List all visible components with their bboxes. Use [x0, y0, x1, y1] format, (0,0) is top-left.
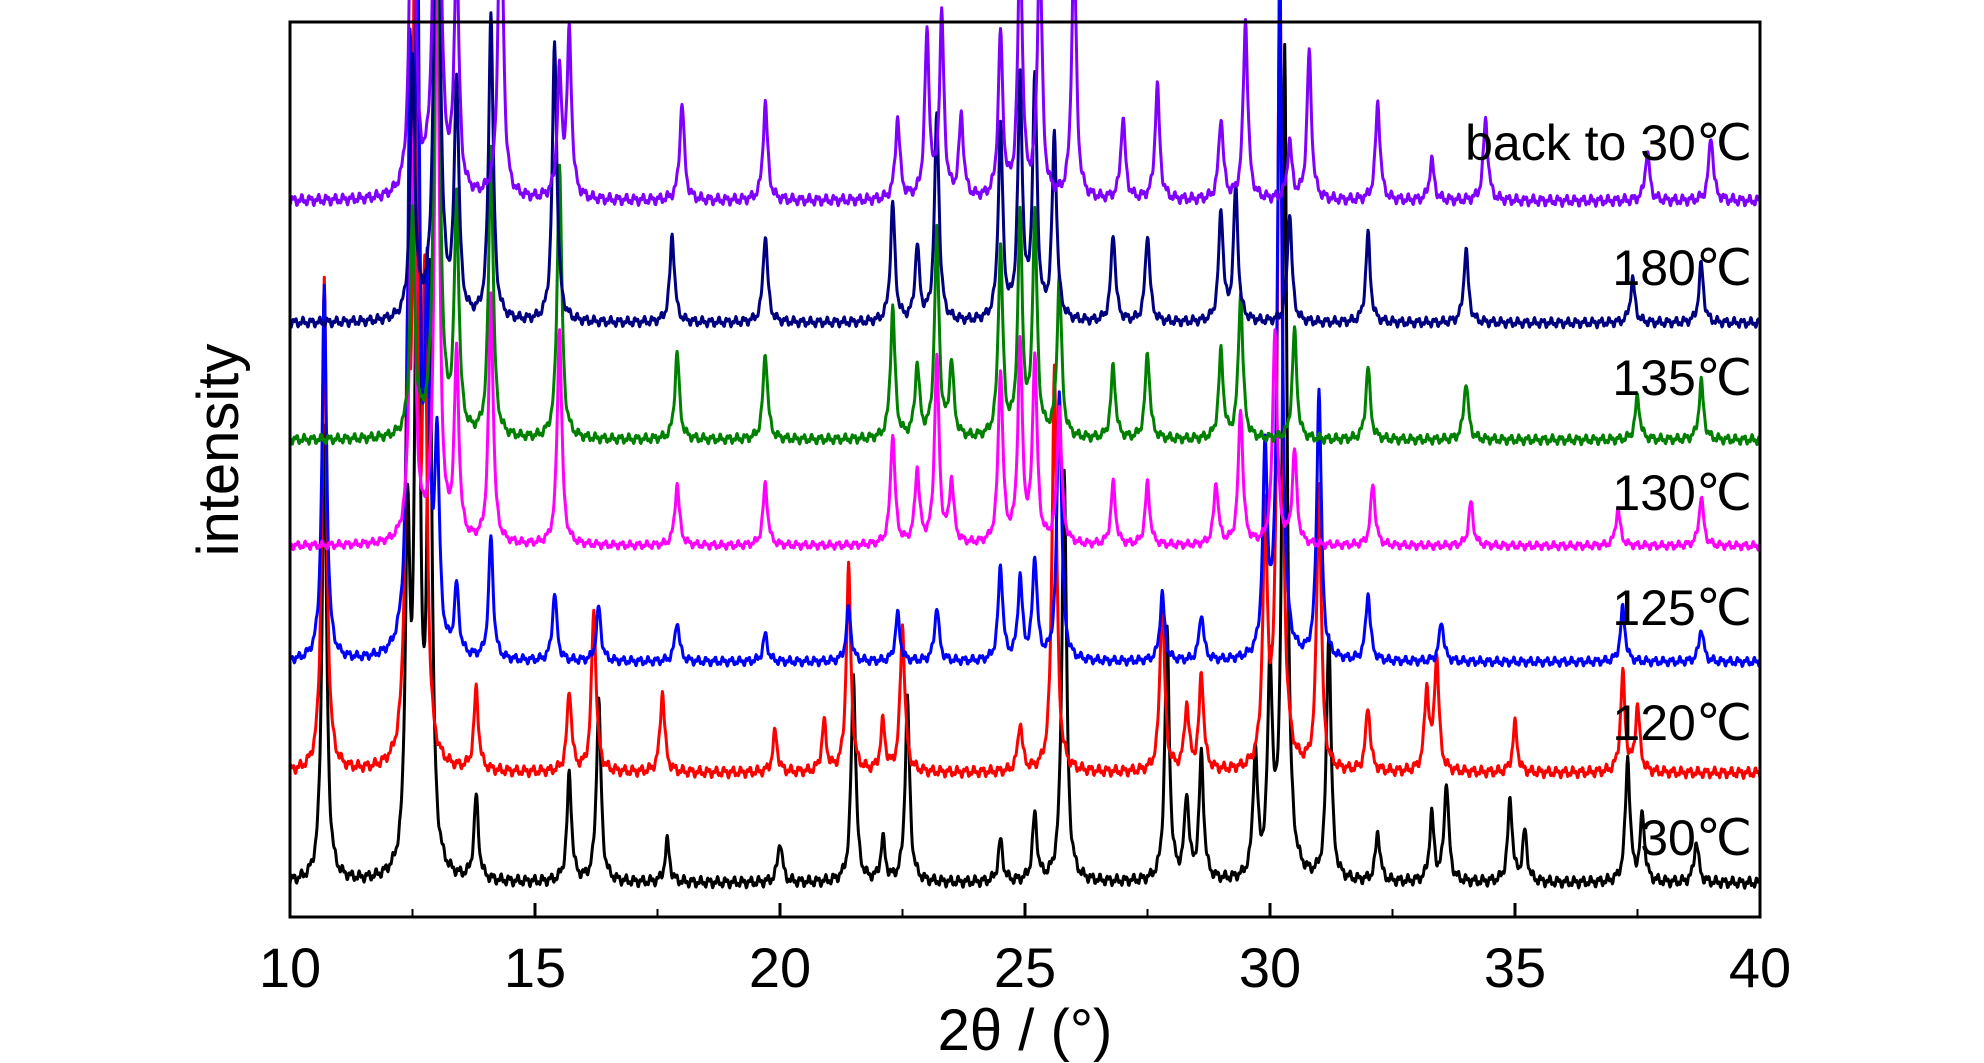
series-label-4: 135℃	[1612, 350, 1752, 406]
x-tick-label-10: 10	[259, 936, 321, 999]
x-tick-label-40: 40	[1729, 936, 1791, 999]
series-label-0: 30℃	[1640, 810, 1752, 866]
series-line-2	[288, 0, 1762, 668]
x-axis-ticks: 10 15 20 25 30 35 40	[259, 903, 1791, 999]
series-line-4	[289, 0, 1762, 447]
x-tick-label-15: 15	[504, 936, 566, 999]
series-label-2: 125℃	[1612, 580, 1752, 636]
x-tick-label-35: 35	[1484, 936, 1546, 999]
series-line-1	[288, 0, 1762, 780]
x-tick-label-30: 30	[1239, 936, 1301, 999]
series-label-3: 130℃	[1612, 465, 1752, 521]
series-line-0	[288, 0, 1762, 890]
x-axis-title: 2θ / (°)	[938, 998, 1113, 1063]
series-label-1: 120℃	[1612, 695, 1752, 751]
x-tick-label-20: 20	[749, 936, 811, 999]
series-labels: 30℃ 120℃ 125℃ 130℃ 135℃ 180℃ back to 30℃	[1465, 115, 1752, 866]
y-axis-title: intensity	[186, 344, 251, 557]
traces	[288, 0, 1762, 890]
series-label-6: back to 30℃	[1465, 115, 1752, 171]
x-tick-label-25: 25	[994, 936, 1056, 999]
series-line-6	[288, 0, 1761, 208]
series-line-3	[289, 0, 1762, 552]
series-label-5: 180℃	[1612, 240, 1752, 296]
series-line-5	[288, 0, 1762, 330]
